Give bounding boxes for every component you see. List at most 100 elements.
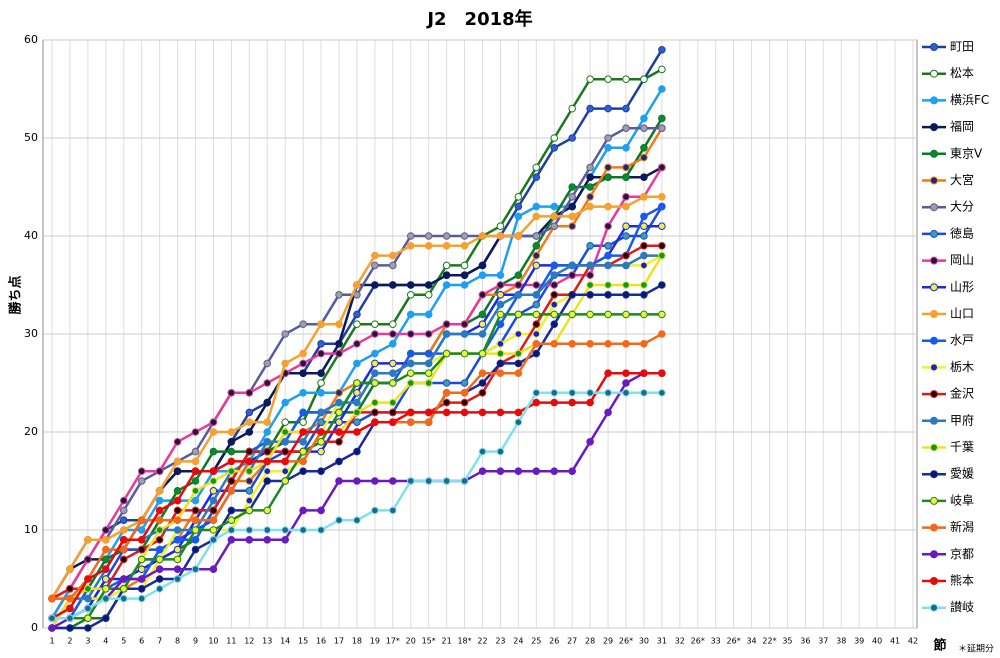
data-point [442,330,451,338]
data-point [281,359,289,368]
data-point [442,379,451,387]
x-tick-label: 38 [836,637,846,646]
data-point [299,349,307,358]
x-tick-label: 17 [334,637,344,646]
data-point [281,477,289,485]
data-point [586,389,594,397]
data-point [658,281,666,289]
data-point [281,447,289,456]
data-point [622,193,630,201]
data-point [317,428,325,436]
data-point [227,447,236,456]
data-point [209,536,218,544]
data-point [173,555,182,564]
legend-marker [930,496,938,505]
data-point [155,585,164,593]
data-point [263,359,272,368]
data-point [299,408,307,417]
legend-marker [930,149,938,158]
data-point [335,349,343,358]
data-point [84,594,92,603]
data-point [227,438,236,446]
data-point [317,438,325,446]
data-point [658,202,666,211]
data-point [191,457,200,466]
legend-label: 京都 [950,547,974,561]
data-point [550,320,559,329]
data-point [514,212,523,221]
data-point [514,330,523,338]
data-point [442,389,451,397]
data-point [640,242,648,250]
data-point [460,242,469,250]
data-point [532,261,541,270]
data-point [478,271,487,280]
data-point [137,536,146,544]
data-point [514,349,523,358]
data-point [119,496,128,505]
data-point [640,261,648,270]
legend-marker [930,523,938,532]
data-point [227,477,236,485]
data-point [568,183,576,191]
data-point [66,594,74,603]
data-point [460,408,469,417]
data-point [155,496,164,505]
data-point [191,428,200,436]
data-point [424,291,433,299]
y-tick-label: 0 [31,621,38,634]
data-point [353,359,361,368]
data-point [514,359,523,368]
data-point [658,369,666,378]
data-point [406,349,415,358]
x-tick-label: 42 [908,637,918,646]
data-point [532,251,541,260]
data-point [281,438,289,446]
data-point [604,144,612,152]
data-point [532,202,541,211]
data-point [209,516,218,525]
data-point [353,389,361,397]
data-point [281,398,289,407]
data-point [299,369,307,378]
data-point [622,202,630,211]
data-point [424,379,433,387]
data-point [263,418,272,427]
data-point [353,447,361,456]
data-point [424,418,433,427]
legend-label: 東京V [950,146,983,160]
data-point [209,526,218,534]
x-tick-label: 30 [639,637,649,646]
data-point [102,575,110,583]
data-point [209,565,218,574]
data-point [622,232,630,240]
data-point [604,369,612,378]
x-tick-label: 2 [67,637,72,646]
x-tick-label: 7 [157,637,162,646]
data-point [496,281,505,289]
data-point [335,389,343,397]
data-point [137,526,146,534]
data-point [209,418,218,427]
data-point [658,65,666,74]
data-point [245,526,254,534]
data-point [353,320,361,329]
x-tick-label: 26* [727,637,741,646]
data-point [550,389,559,397]
data-point [568,212,576,221]
data-point [263,379,272,387]
data-point [335,516,343,525]
data-point [550,291,559,299]
data-point [406,310,415,319]
data-point [622,75,630,83]
data-point [532,398,541,407]
data-point [550,300,559,309]
data-point [137,477,146,485]
legend-marker [930,336,938,345]
data-point [299,389,307,397]
x-tick-label: 19 [370,637,380,646]
data-point [622,144,630,152]
data-point [317,418,325,427]
legend-marker [930,229,938,238]
data-point [102,536,110,544]
